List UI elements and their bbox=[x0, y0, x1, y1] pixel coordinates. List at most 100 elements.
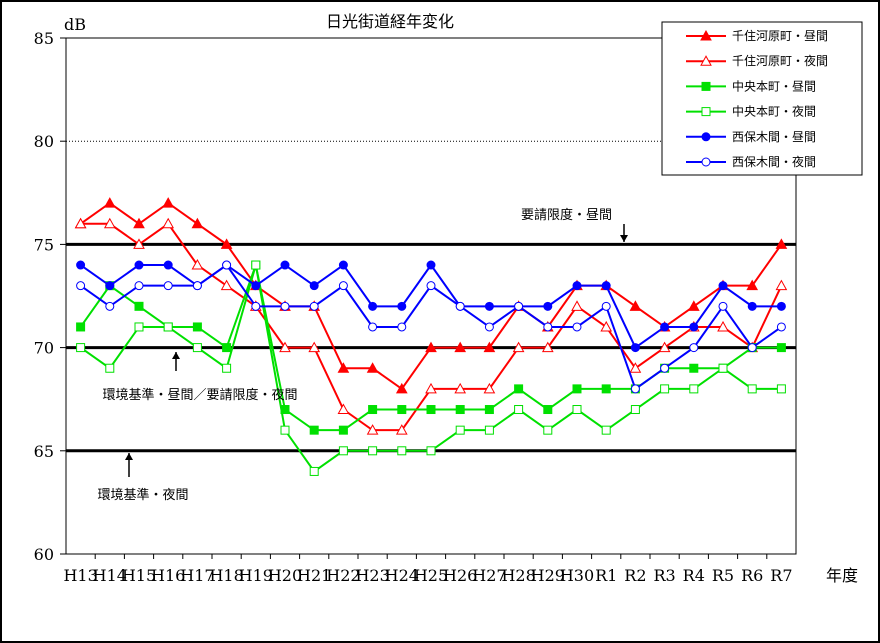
data-point bbox=[103, 217, 116, 229]
data-point bbox=[220, 238, 233, 249]
data-point bbox=[484, 425, 494, 435]
x-tick-label: H27 bbox=[472, 566, 506, 585]
data-point bbox=[660, 384, 670, 394]
legend-label: 西保木間・昼間 bbox=[732, 130, 816, 144]
data-point bbox=[220, 279, 233, 291]
x-tick-label: H16 bbox=[151, 566, 185, 585]
data-point bbox=[514, 301, 524, 311]
data-point bbox=[776, 322, 786, 332]
data-point bbox=[251, 301, 261, 311]
data-point bbox=[133, 238, 145, 249]
data-point bbox=[689, 384, 699, 394]
x-tick-label: H19 bbox=[239, 566, 273, 585]
data-point bbox=[105, 301, 115, 311]
data-point bbox=[395, 424, 408, 435]
data-point bbox=[426, 446, 436, 456]
data-point bbox=[251, 281, 261, 291]
legend-marker bbox=[700, 29, 712, 41]
data-point bbox=[689, 322, 699, 332]
x-tick-label: R5 bbox=[712, 566, 734, 585]
x-tick-label: H21 bbox=[297, 566, 331, 585]
data-point bbox=[660, 322, 670, 332]
data-point bbox=[397, 301, 407, 311]
data-point bbox=[660, 363, 670, 373]
legend-label: 千住河原町・昼間 bbox=[732, 29, 828, 43]
data-point bbox=[279, 341, 291, 353]
data-point bbox=[309, 466, 319, 476]
y-axis-label: dB bbox=[64, 15, 86, 34]
data-point bbox=[687, 300, 700, 311]
x-tick-label: H17 bbox=[180, 566, 214, 585]
data-point bbox=[368, 405, 378, 415]
x-tick-label: H28 bbox=[501, 566, 535, 585]
data-point bbox=[76, 322, 86, 332]
data-point bbox=[689, 343, 699, 353]
data-point bbox=[747, 343, 757, 353]
data-point bbox=[338, 260, 348, 270]
data-point bbox=[105, 281, 115, 291]
data-point bbox=[162, 197, 175, 208]
data-point bbox=[191, 259, 204, 270]
data-point bbox=[134, 301, 144, 311]
legend-label: 中央本町・夜間 bbox=[732, 104, 816, 119]
data-point bbox=[134, 260, 144, 270]
data-point bbox=[512, 341, 525, 353]
data-point bbox=[76, 260, 86, 270]
data-point bbox=[76, 281, 86, 291]
x-tick-label: R4 bbox=[683, 566, 705, 585]
data-point bbox=[76, 343, 86, 353]
data-point bbox=[484, 301, 494, 311]
data-point bbox=[426, 260, 436, 270]
legend-box bbox=[661, 21, 863, 176]
data-point bbox=[601, 301, 611, 311]
data-point bbox=[397, 446, 407, 456]
data-point bbox=[514, 405, 524, 415]
x-tick-label: H13 bbox=[63, 566, 97, 585]
legend-marker bbox=[701, 157, 711, 167]
data-point bbox=[454, 382, 467, 394]
chart-title: 日光街道経年変化 bbox=[326, 12, 454, 31]
data-point bbox=[368, 322, 378, 332]
x-axis-label: 年度 bbox=[826, 566, 858, 585]
data-point bbox=[425, 382, 437, 394]
data-point bbox=[514, 384, 524, 394]
annotation-label: 環境基準・昼間／要請限度・夜間 bbox=[102, 387, 297, 403]
legend-marker bbox=[701, 81, 711, 91]
data-point bbox=[309, 301, 319, 311]
data-point bbox=[776, 384, 786, 394]
y-tick-label: 60 bbox=[34, 545, 54, 564]
data-point bbox=[105, 363, 115, 373]
data-point bbox=[338, 425, 348, 435]
data-point bbox=[134, 281, 144, 291]
data-point bbox=[397, 322, 407, 332]
annotation-label: 要請限度・昼間 bbox=[521, 207, 612, 223]
data-point bbox=[776, 343, 786, 353]
x-tick-label: H23 bbox=[355, 566, 389, 585]
data-point bbox=[630, 405, 640, 415]
data-point bbox=[572, 405, 582, 415]
data-point bbox=[718, 281, 728, 291]
data-point bbox=[543, 405, 553, 415]
data-point bbox=[222, 363, 232, 373]
data-point bbox=[747, 384, 757, 394]
x-tick-label: R1 bbox=[595, 566, 617, 585]
data-point bbox=[192, 343, 202, 353]
data-point bbox=[455, 405, 465, 415]
data-point bbox=[251, 260, 261, 270]
data-point bbox=[455, 301, 465, 311]
data-point bbox=[426, 281, 436, 291]
legend-marker bbox=[701, 132, 711, 142]
data-point bbox=[366, 362, 379, 373]
data-point bbox=[629, 300, 642, 311]
data-point bbox=[309, 425, 319, 435]
data-point bbox=[718, 301, 728, 311]
legend-label: 西保木間・夜間 bbox=[732, 154, 816, 169]
x-tick-label: H15 bbox=[122, 566, 156, 585]
data-point bbox=[191, 217, 204, 229]
data-point bbox=[455, 425, 465, 435]
data-point bbox=[600, 320, 613, 332]
data-point bbox=[601, 425, 611, 435]
x-tick-label: H20 bbox=[268, 566, 302, 585]
x-tick-label: R3 bbox=[653, 566, 675, 585]
data-point bbox=[308, 341, 321, 353]
